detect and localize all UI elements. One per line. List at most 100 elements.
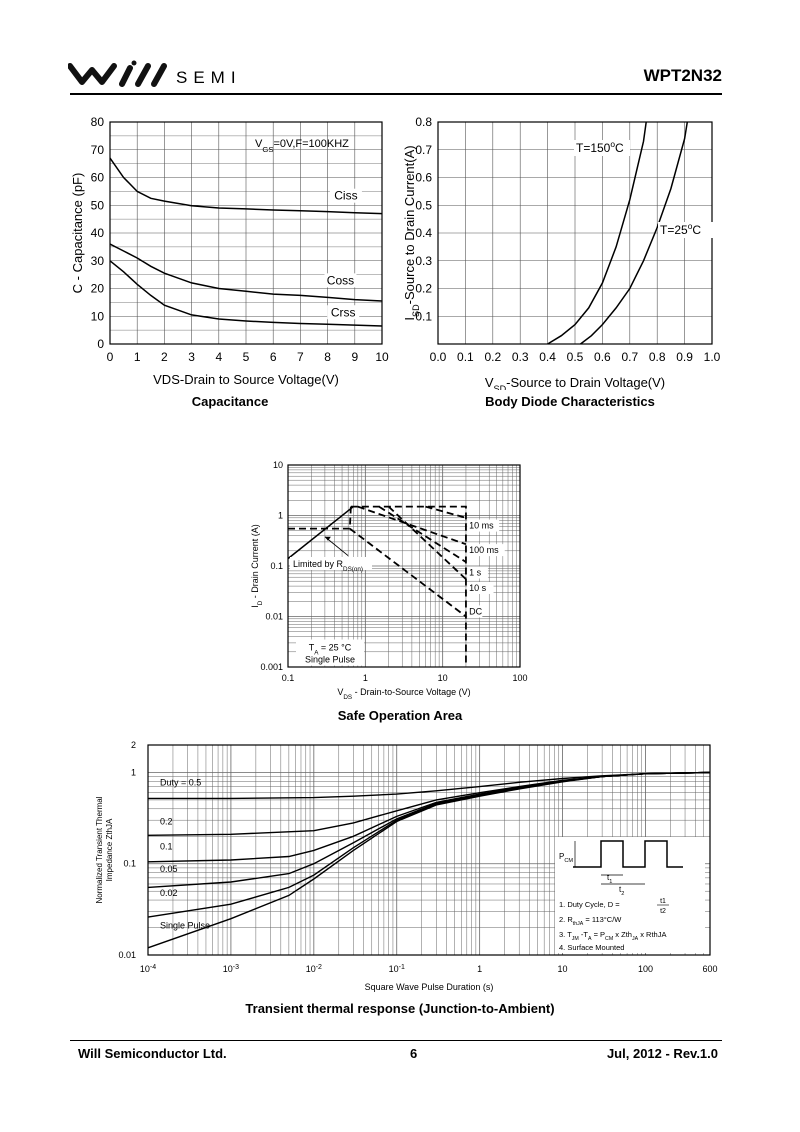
y-tick-label: 0.4: [415, 226, 432, 240]
footer-date-rev: Jul, 2012 - Rev.1.0: [606, 1046, 718, 1061]
y-tick-label: 1: [278, 511, 283, 521]
series-label-bg: [327, 305, 360, 320]
series-label-bg: [574, 140, 630, 156]
condition-pulse: Single Pulse: [305, 655, 355, 665]
transient-caption: Transient thermal response (Junction-to-…: [245, 1001, 555, 1016]
series-label-bg: [324, 273, 357, 288]
soa-label-bg: [467, 544, 505, 557]
pcm-label: PCM: [559, 852, 573, 864]
capacitance-chart: 0 1 2 3 4 5 6 7 8 9 10 0 10 20 30 40 50 60 70 80 VDS-Drain t…: [70, 115, 389, 387]
x-tick-label: 0.6: [594, 350, 611, 364]
x-axis-label: Square Wave Pulse Duration (s): [365, 982, 494, 992]
x-tick-label: 0.1: [282, 673, 295, 683]
series-label: Crss: [331, 305, 356, 319]
condition-ta: TA = 25 °C: [309, 643, 352, 657]
y-tick-label: 0: [97, 337, 104, 351]
y-tick-label: 50: [91, 198, 105, 212]
series-line: [580, 121, 689, 345]
y-tick-label: 0.7: [415, 143, 432, 157]
soa-line: [357, 505, 467, 546]
transient-line: [148, 771, 711, 800]
series-line-crss: [109, 260, 383, 327]
x-tick-label: 10: [438, 673, 448, 683]
series-label: T=150oC: [576, 139, 624, 155]
soa-caption: Safe Operation Area: [337, 708, 463, 723]
y-tick-label: 0.6: [415, 171, 432, 185]
note-tjm: 3. TJM -TA = PCM x ZthJA x RthJA: [559, 930, 666, 942]
x-tick-label: 7: [297, 350, 304, 364]
brand-name: SEMI: [176, 68, 242, 87]
x-tick-label: 9: [351, 350, 358, 364]
x-tick-label: 3: [188, 350, 195, 364]
x-tick-label: 10-4: [140, 964, 156, 975]
y-axis-label-group: ISD-Source to Drain Current(A): [402, 145, 421, 320]
condition-annotation: VGS=0V,F=100KHZ: [255, 138, 349, 154]
x-tick-label: 600: [702, 964, 717, 974]
y-tick-label: 0.1: [123, 859, 136, 869]
rdson-limit-label: Limited by RDS(on): [293, 559, 363, 573]
x-tick-label: 1: [363, 673, 368, 683]
y-tick-label: 70: [91, 143, 105, 157]
transient-chart: 10-4 10-3 10-2 10-1 1 10 100 600 0.01 0.1 1 2 Square…: [95, 740, 718, 992]
y-axis-label: C - Capacitance (pF): [70, 173, 85, 294]
soa-line-label: DC: [469, 606, 482, 616]
y-tick-label: 0.01: [265, 612, 283, 622]
x-tick-label: 10-1: [389, 964, 405, 975]
x-tick-label: 0.1: [457, 350, 474, 364]
soa-line-label: 1 s: [469, 567, 482, 577]
transient-line-label: 0.1: [160, 841, 173, 851]
plot-frame: [147, 744, 711, 956]
soa-line-label: 10 ms: [469, 521, 494, 531]
x-tick-label: 100: [638, 964, 653, 974]
series-line: [547, 121, 647, 345]
rdson-limit-line: [287, 506, 354, 560]
x-tick-label: 0.9: [676, 350, 693, 364]
x-tick-label: 1.0: [704, 350, 721, 364]
limit-label-bg: [290, 557, 372, 570]
soa-chart: 0.1 1 10 100 0.001 0.01 0.1 1 10 VDS - Drain-to-S…: [250, 460, 528, 701]
soa-label-bg: [467, 581, 494, 594]
x-tick-label: 10-2: [306, 964, 322, 975]
series-line-coss: [109, 243, 383, 302]
soa-line-label: 100 ms: [469, 545, 499, 555]
y-tick-label: 0.01: [118, 950, 136, 960]
footer-company: Will Semiconductor Ltd.: [78, 1046, 227, 1061]
y-axis-label: Normalized Transient Thermal: [95, 796, 104, 903]
y-tick-label: 2: [131, 740, 136, 750]
x-tick-label: 4: [215, 350, 222, 364]
x-tick-label: 8: [324, 350, 331, 364]
t2-label: t2: [619, 885, 624, 897]
x-axis-label: VDS-Drain to Source Voltage(V): [153, 372, 339, 387]
y-tick-label: 80: [91, 115, 105, 129]
soa-line: [378, 505, 467, 563]
x-tick-label: 1: [477, 964, 482, 974]
footer-rule: [70, 1040, 722, 1041]
y-tick-label: 30: [91, 254, 105, 268]
series-label-bg: [658, 222, 714, 238]
t1-label: t1: [607, 873, 612, 885]
x-tick-label: 0.0: [430, 350, 447, 364]
header-rule: [70, 93, 722, 95]
soa-label-bg: [467, 519, 500, 532]
x-tick-label: 0: [107, 350, 114, 364]
part-number: WPT2N32: [643, 66, 722, 85]
plot-frame: [109, 121, 383, 345]
y-axis-label: ISD-Source to Drain Current(A): [402, 145, 421, 320]
x-axis-label: VSD-Source to Drain Voltage(V): [485, 375, 665, 390]
soa-line: [387, 505, 467, 580]
x-tick-label: 100: [512, 673, 527, 683]
soa-label-bg: [467, 605, 483, 618]
series-label: T=25oC: [660, 221, 701, 237]
limit-arrow: [324, 536, 349, 557]
x-tick-label: 0.5: [567, 350, 584, 364]
x-axis-label: VDS - Drain-to-Source Voltage (V): [337, 687, 470, 701]
note-duty-den: t2: [660, 908, 666, 915]
x-tick-label: 0.2: [484, 350, 501, 364]
y-tick-label: 0.5: [415, 198, 432, 212]
y-tick-label: 0.8: [415, 115, 432, 129]
x-tick-label: 1: [134, 350, 141, 364]
conditions-bg: [296, 639, 364, 666]
transient-line-label: Single Pulse: [160, 921, 210, 931]
y-tick-label: 0.1: [415, 309, 432, 323]
body-diode-chart: 0.0 0.1 0.2 0.3 0.4 0.5 0.6 0.7 0.8 0.9 1.0 0.1 0.2 0…: [402, 115, 721, 390]
